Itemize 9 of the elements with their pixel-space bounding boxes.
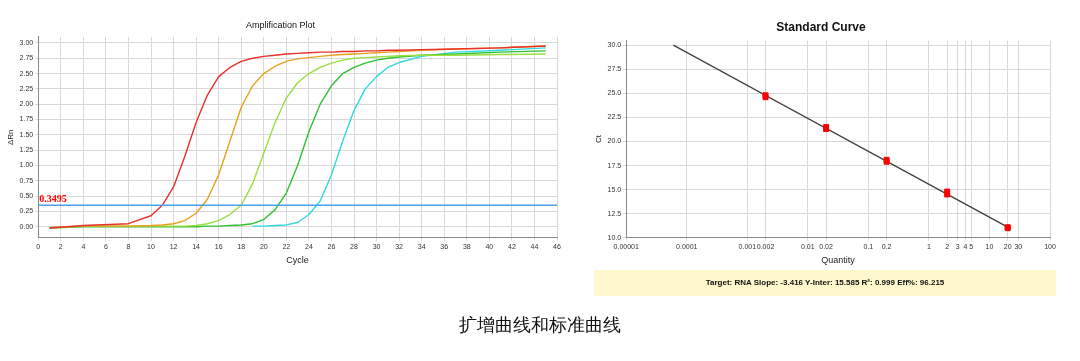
ref-line-label: 0.3495: [39, 192, 67, 204]
y-axis-title: ΔRn: [6, 129, 15, 146]
x-axis-title: Cycle: [286, 255, 309, 266]
text: Target: RNA Slope: -3.416 Y-Inter: 15.585 R²: 0.999 Eff%: 96.215: [594, 270, 1056, 296]
text: 扩增曲线和标准曲线: [458, 314, 622, 337]
chart-title: Amplification Plot: [245, 19, 316, 30]
x-axis-title: Quantity: [821, 255, 856, 266]
y-axis-title: Ct: [594, 134, 603, 144]
chart-title: Standard Curve: [776, 19, 866, 34]
